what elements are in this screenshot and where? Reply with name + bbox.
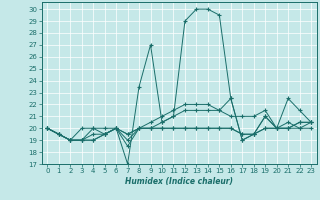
X-axis label: Humidex (Indice chaleur): Humidex (Indice chaleur) [125, 177, 233, 186]
